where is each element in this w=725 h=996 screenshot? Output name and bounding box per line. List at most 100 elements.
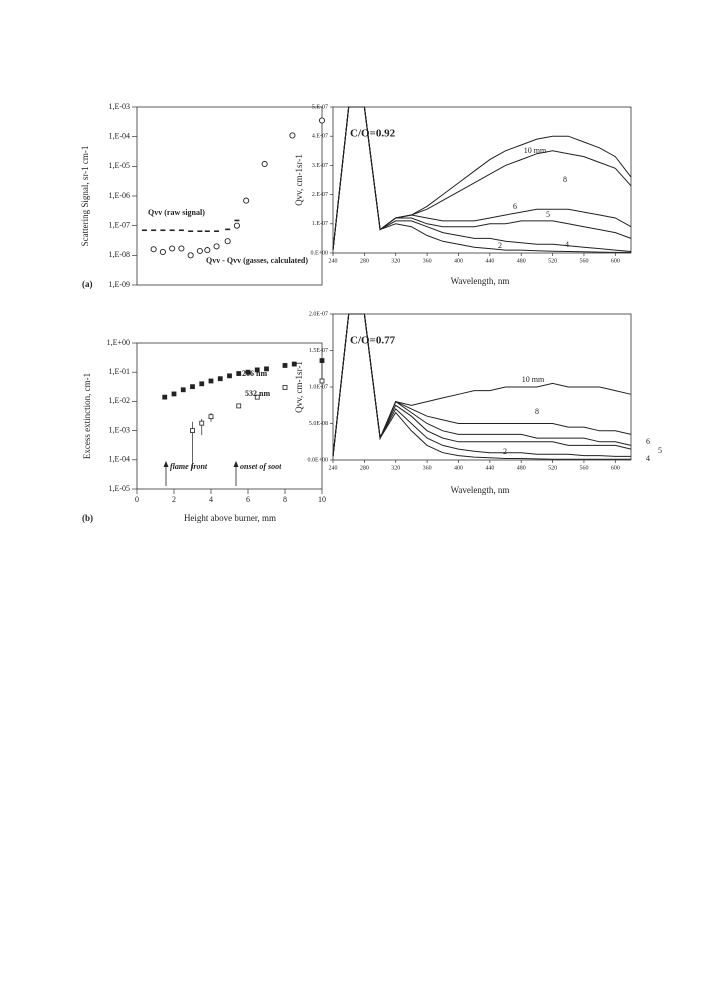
series-label: 8 xyxy=(535,407,539,416)
series-label: 6 xyxy=(646,437,650,446)
point xyxy=(196,247,203,255)
series-label: Qvv (raw signal) xyxy=(148,208,205,217)
x-tick-label: 480 xyxy=(517,465,526,471)
point xyxy=(213,243,220,250)
y-tick-label: 1,E-05 xyxy=(108,484,130,493)
point xyxy=(187,252,194,259)
point xyxy=(261,160,268,168)
annotation: flame front xyxy=(170,462,208,471)
panel-label: (b) xyxy=(82,513,93,523)
x-tick-label: 600 xyxy=(611,465,620,471)
point xyxy=(150,246,157,253)
x-tick-label: 560 xyxy=(579,465,588,471)
x-tick-label: 440 xyxy=(485,465,494,471)
y-tick-label: 1.0E-07 xyxy=(309,384,328,390)
x-tick-label: 360 xyxy=(423,465,432,471)
point xyxy=(254,367,260,373)
series-label: 2 xyxy=(503,447,507,456)
y-tick-label: 1,E-06 xyxy=(108,191,130,200)
x-tick-label: 600 xyxy=(611,258,620,264)
annotation: onset of soot xyxy=(240,462,282,471)
series-line xyxy=(332,106,631,253)
point xyxy=(159,248,166,256)
x-axis-label: Height above burner, mm xyxy=(184,513,276,523)
point xyxy=(208,378,214,384)
y-axis-label: Qvv, cm-1sr-1 xyxy=(294,361,304,413)
y-tick-label: 3.E-07 xyxy=(312,163,328,169)
series-label: 6 xyxy=(513,202,517,211)
series-label: 4 xyxy=(565,240,569,249)
x-tick-label: 360 xyxy=(423,258,432,264)
x-tick-label: 4 xyxy=(209,495,213,504)
point xyxy=(169,245,176,252)
point xyxy=(190,428,195,434)
series-label: 2 xyxy=(498,241,502,250)
annotation-arrowhead xyxy=(233,461,239,467)
y-tick-label: 1,E-05 xyxy=(108,161,130,170)
point xyxy=(171,391,177,397)
x-tick-label: 280 xyxy=(360,465,369,471)
series-label: 532 nm xyxy=(245,389,270,398)
chart-title: C/O=0.77 xyxy=(350,335,396,347)
y-tick-label: 1,E+00 xyxy=(107,338,130,347)
point xyxy=(236,371,242,376)
point xyxy=(254,394,260,400)
x-tick-label: 280 xyxy=(360,258,369,264)
point xyxy=(245,369,251,375)
point xyxy=(291,361,297,367)
y-tick-label: 1,E-04 xyxy=(108,131,130,140)
x-tick-label: 520 xyxy=(548,465,557,471)
series-label: Qvv - Qvv (gasses, calculated) xyxy=(206,256,308,265)
plot-frame xyxy=(136,342,323,490)
x-tick-label: 240 xyxy=(329,465,338,471)
y-tick-label: 5.0E-08 xyxy=(309,421,328,427)
y-tick-label: 1,E-04 xyxy=(108,455,130,464)
point xyxy=(243,197,250,204)
series-label: 10 mm xyxy=(522,375,545,384)
point xyxy=(318,117,326,124)
x-tick-label: 240 xyxy=(329,258,338,264)
x-tick-label: 480 xyxy=(517,258,526,264)
y-tick-label: 1.5E-07 xyxy=(309,348,328,354)
x-tick-label: 6 xyxy=(246,495,250,504)
series-label: 5 xyxy=(658,446,662,455)
y-tick-label: 4.E-07 xyxy=(312,134,328,140)
point xyxy=(264,366,269,372)
point xyxy=(236,403,242,409)
y-tick-label: 2.0E-07 xyxy=(309,311,328,317)
point xyxy=(217,376,223,382)
point xyxy=(178,245,185,252)
x-axis-label: Wavelength, nm xyxy=(451,276,510,286)
x-tick-label: 520 xyxy=(548,258,557,264)
y-tick-label: 1,E-08 xyxy=(108,250,130,259)
y-tick-label: 5.E-07 xyxy=(312,104,328,110)
y-tick-label: 1,E-07 xyxy=(108,220,130,229)
point xyxy=(282,363,288,368)
x-tick-label: 2 xyxy=(172,495,176,504)
y-axis-label: Scattering Signal, sr-1 cm-1 xyxy=(80,146,90,247)
y-tick-label: 1,E-01 xyxy=(108,367,130,376)
point xyxy=(162,394,168,400)
annotation-arrowhead xyxy=(163,461,169,467)
x-axis-label: Wavelength, nm xyxy=(451,485,510,495)
series-label: 4 xyxy=(646,454,650,463)
y-axis-label: Excess extinction, cm-1 xyxy=(82,373,92,459)
point xyxy=(199,420,205,426)
y-tick-label: 1,E-09 xyxy=(108,280,130,289)
point xyxy=(282,385,288,390)
y-tick-label: 1.E-07 xyxy=(312,221,328,227)
x-tick-label: 400 xyxy=(454,465,463,471)
x-tick-label: 440 xyxy=(485,258,494,264)
y-tick-label: 0.0E+00 xyxy=(307,457,328,463)
point xyxy=(199,381,205,387)
point xyxy=(319,378,325,384)
panel-label: (a) xyxy=(82,279,93,289)
point xyxy=(233,222,240,229)
y-tick-label: 0.E+00 xyxy=(310,250,328,256)
x-tick-label: 400 xyxy=(454,258,463,264)
series-label: 5 xyxy=(546,210,550,219)
y-tick-label: 1,E-02 xyxy=(108,396,130,405)
series-label: 8 xyxy=(563,175,567,184)
